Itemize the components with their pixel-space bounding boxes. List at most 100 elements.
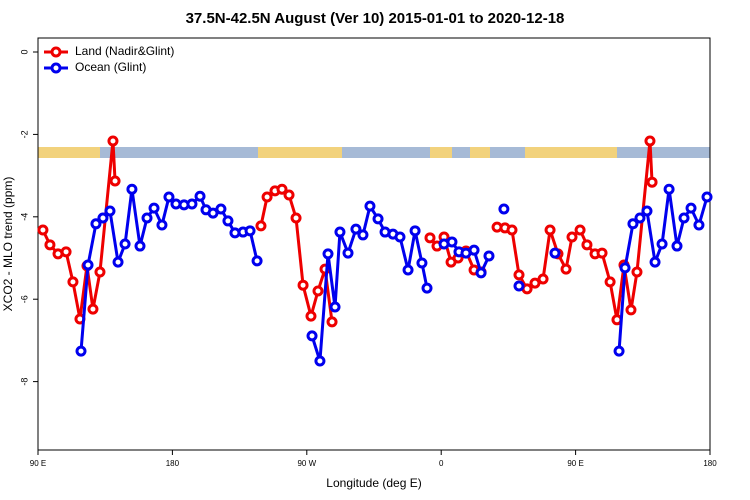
y-tick-label: -8 (19, 378, 29, 386)
point (475, 267, 487, 279)
y-tick-label: -2 (19, 130, 29, 138)
point (312, 285, 324, 297)
point (513, 269, 525, 281)
point (649, 256, 661, 268)
point (215, 203, 227, 215)
line (496, 140, 654, 321)
point (334, 226, 346, 238)
line (310, 202, 429, 362)
legend: Land (Nadir&Glint) Ocean (Glint) (44, 44, 174, 74)
point (134, 240, 146, 252)
point (314, 355, 326, 367)
point (163, 191, 175, 203)
point (446, 236, 458, 248)
line (259, 187, 334, 323)
point (402, 264, 414, 276)
point (306, 330, 318, 342)
point (663, 183, 675, 195)
point (701, 191, 713, 203)
point (109, 175, 121, 187)
point (596, 247, 608, 259)
point (244, 225, 256, 237)
point (207, 207, 219, 219)
point (619, 262, 631, 274)
point (506, 224, 518, 236)
point (581, 239, 593, 251)
point (255, 220, 267, 232)
point (372, 213, 384, 225)
point (394, 231, 406, 243)
point (67, 276, 79, 288)
point (261, 191, 273, 203)
point (283, 189, 295, 201)
x-tick-label: 90 E (567, 459, 583, 468)
point (97, 212, 109, 224)
point (94, 266, 106, 278)
x-tick-label: 180 (703, 459, 717, 468)
x-tick-label: 90 E (30, 459, 46, 468)
chart-title: 37.5N-42.5N August (Ver 10) 2015-01-01 t… (186, 10, 565, 27)
point (678, 212, 690, 224)
point (537, 273, 549, 285)
point (75, 345, 87, 357)
point (671, 240, 683, 252)
y-tick-label: -4 (19, 213, 29, 221)
point (613, 345, 625, 357)
point (326, 316, 338, 328)
point (87, 303, 99, 315)
point (513, 280, 525, 292)
point (297, 279, 309, 291)
point (44, 239, 56, 251)
point (529, 277, 541, 289)
point (544, 224, 556, 236)
point (566, 231, 578, 243)
point (222, 215, 234, 227)
ocean-band (38, 147, 710, 158)
point (574, 224, 586, 236)
point (350, 223, 362, 235)
point (90, 218, 102, 230)
point (409, 225, 421, 237)
point (631, 266, 643, 278)
point (416, 257, 428, 269)
point (82, 259, 94, 271)
point (364, 200, 376, 212)
point (693, 219, 705, 231)
x-tick-label: 180 (166, 459, 180, 468)
point (329, 301, 341, 313)
point (634, 212, 646, 224)
point (357, 229, 369, 241)
point (560, 263, 572, 275)
line (41, 140, 117, 320)
point (148, 202, 160, 214)
point (685, 202, 697, 214)
point (322, 248, 334, 260)
point (119, 238, 131, 250)
point (60, 246, 72, 258)
point (498, 203, 510, 215)
point (549, 247, 561, 259)
legend-label: Ocean (Glint) (75, 60, 146, 74)
point (421, 282, 433, 294)
point (107, 135, 119, 147)
point (186, 198, 198, 210)
point (641, 205, 653, 217)
point (276, 183, 288, 195)
point (251, 255, 263, 267)
x-axis-label: Longitude (deg E) (326, 476, 421, 490)
legend-label: Land (Nadir&Glint) (75, 44, 174, 58)
point (424, 232, 436, 244)
point (37, 224, 49, 236)
point (342, 247, 354, 259)
y-tick-label: -6 (19, 295, 29, 303)
x-tick-label: 0 (439, 459, 444, 468)
y-tick-label: 0 (19, 50, 29, 55)
point (126, 183, 138, 195)
point (627, 218, 639, 230)
land-band (38, 147, 617, 158)
point (194, 190, 206, 202)
point (305, 310, 317, 322)
legend-marker (50, 62, 62, 74)
point (646, 176, 658, 188)
